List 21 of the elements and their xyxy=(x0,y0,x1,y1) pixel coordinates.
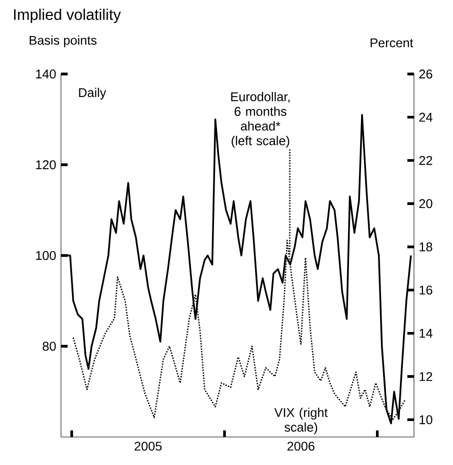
y-tick-label: 120 xyxy=(36,160,56,170)
y2-tick-label: 20 xyxy=(419,199,432,208)
y2-tick-label: 10 xyxy=(420,415,432,424)
y2-tick-label: 22 xyxy=(419,156,432,165)
series-label: VIX (right scale) xyxy=(274,408,328,434)
y2-axis-title: Percent xyxy=(370,38,414,48)
y2-tick-label: 26 xyxy=(419,70,432,78)
y2-tick-label: 12 xyxy=(420,372,432,381)
chart-title: Implied volatility xyxy=(14,8,121,24)
series-label: Eurodollar, 6 months ahead* (left scale) xyxy=(231,92,290,148)
y2-tick-label: 16 xyxy=(420,286,432,295)
y-tick-label: 140 xyxy=(36,70,56,78)
y2-tick-label: 18 xyxy=(420,242,432,252)
x-tick-label: 2005 xyxy=(134,442,162,451)
y-tick-label: 80 xyxy=(42,342,56,351)
y2-tick-label: 24 xyxy=(419,112,432,122)
x-tick-label: 2006 xyxy=(287,442,314,451)
y-axis-title: Basis points xyxy=(30,35,97,48)
y-tick-label: 100 xyxy=(36,251,56,260)
annotation: Daily xyxy=(79,88,106,100)
y2-tick-label: 14 xyxy=(420,328,432,338)
